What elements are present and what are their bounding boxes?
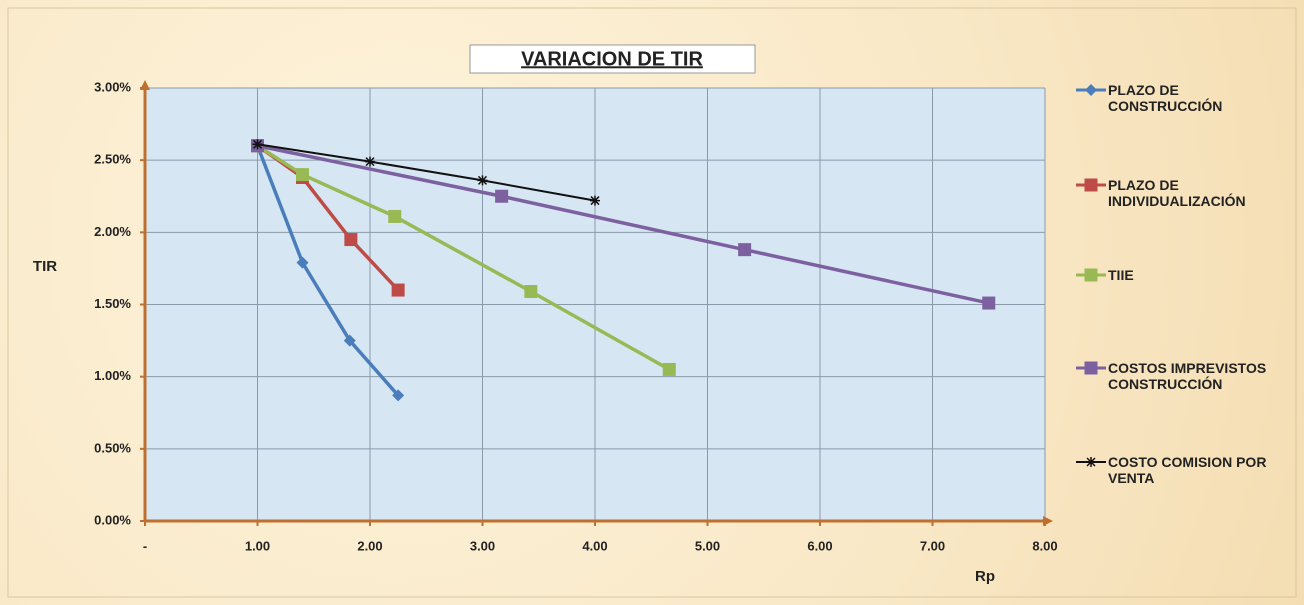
chart-border [7, 7, 1297, 598]
x-tick-label: 1.00 [245, 538, 270, 553]
y-axis-label: TIR [33, 258, 57, 275]
marker [495, 189, 509, 203]
marker [662, 362, 676, 376]
legend-label: COSTOS IMPREVISTOS CONSTRUCCIÓN [1108, 360, 1267, 392]
y-tick-label: 2.50% [94, 152, 131, 167]
y-axis-arrow [140, 80, 150, 90]
x-tick-label: 6.00 [807, 538, 832, 553]
x-tick-label: 7.00 [920, 538, 945, 553]
x-tick-label: 8.00 [1032, 538, 1057, 553]
chart-title: VARIACION DE TIR [521, 48, 703, 70]
marker [365, 156, 375, 167]
legend-label: TIIE [1108, 267, 1134, 283]
marker [477, 175, 488, 186]
y-tick-label: 1.50% [94, 296, 131, 311]
y-tick-label: 1.00% [94, 368, 131, 383]
marker [296, 256, 309, 269]
x-tick-label: 2.00 [357, 538, 382, 553]
marker [590, 195, 600, 206]
marker [391, 283, 405, 297]
marker [392, 389, 405, 402]
legend-marker [1085, 84, 1097, 96]
marker [296, 168, 309, 182]
x-tick-label: 4.00 [582, 538, 607, 553]
marker [388, 209, 402, 223]
y-tick-label: 0.00% [94, 512, 131, 527]
series-line [257, 143, 596, 202]
legend-label: PLAZO DE CONSTRUCCIÓN [1108, 82, 1223, 114]
legend-label: PLAZO DE INDIVIDUALIZACIÓN [1108, 177, 1246, 209]
y-tick-label: 0.50% [94, 440, 131, 455]
y-tick-label: 3.00% [94, 79, 131, 94]
legend-label: COSTO COMISION POR VENTA [1108, 454, 1267, 486]
x-axis-arrow [1043, 516, 1053, 526]
x-tick-label: 5.00 [695, 538, 720, 553]
marker [344, 233, 358, 247]
legend-marker [1084, 178, 1098, 192]
legend-marker [1084, 361, 1098, 375]
marker [252, 139, 263, 150]
x-axis-label: Rp [975, 568, 995, 585]
series-line [255, 145, 400, 397]
marker [982, 296, 996, 310]
marker [524, 285, 538, 299]
marker [738, 243, 752, 257]
x-tick-label: 3.00 [470, 538, 495, 553]
x-tick-label: - [143, 538, 147, 553]
series-line [257, 144, 990, 305]
legend-marker [1086, 457, 1096, 467]
legend-marker [1084, 268, 1098, 282]
marker [343, 334, 356, 347]
y-tick-label: 2.00% [94, 224, 131, 239]
title-box [469, 44, 756, 74]
